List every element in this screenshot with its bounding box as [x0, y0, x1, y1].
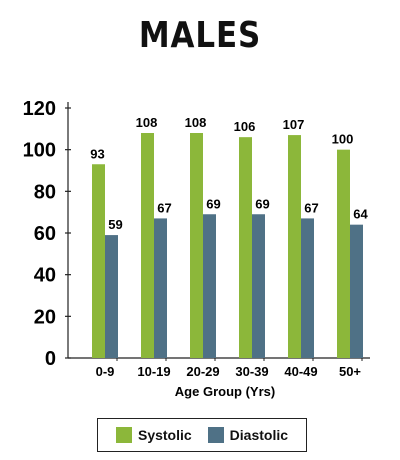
x-tick-label: 20-29	[186, 364, 219, 379]
x-tick-label: 40-49	[284, 364, 317, 379]
data-label-systolic: 100	[332, 132, 354, 147]
y-tick-label: 60	[34, 223, 56, 245]
chart-title: MALES	[138, 15, 262, 56]
data-label-systolic: 108	[136, 115, 158, 130]
data-label-systolic: 107	[283, 117, 305, 132]
data-label-diastolic: 64	[353, 207, 368, 222]
x-tick-label: 50+	[339, 364, 361, 379]
data-label-diastolic: 59	[108, 217, 122, 232]
y-tick-label: 120	[23, 98, 56, 120]
bar-diastolic	[350, 224, 363, 358]
y-tick-label: 40	[34, 265, 56, 287]
bar-diastolic	[203, 214, 216, 358]
x-tick-label: 30-39	[235, 364, 268, 379]
x-axis-title: Age Group (Yrs)	[175, 384, 275, 399]
bar-systolic	[92, 164, 105, 358]
data-label-systolic: 108	[185, 115, 207, 130]
legend-label-diastolic: Diastolic	[229, 427, 289, 443]
x-axis: 0-9 10-19 20-29 30-39 40-49 50+ Age Group (Yrs…	[68, 355, 370, 399]
data-label-diastolic: 69	[255, 196, 269, 211]
data-label-diastolic: 67	[304, 200, 318, 215]
y-tick-label: 100	[23, 140, 56, 162]
bar-diastolic	[252, 214, 265, 358]
legend-item-systolic: Systolic	[115, 427, 192, 443]
y-tick-label: 0	[45, 348, 56, 370]
data-label-diastolic: 69	[206, 196, 220, 211]
bars	[92, 133, 363, 358]
x-tick-label: 10-19	[137, 364, 170, 379]
data-label-diastolic: 67	[157, 200, 171, 215]
bar-diastolic	[154, 218, 167, 358]
legend: Systolic Diastolic	[97, 418, 307, 452]
bar-systolic	[239, 137, 252, 358]
y-tick-label: 80	[34, 181, 56, 203]
legend-swatch-diastolic	[207, 427, 224, 443]
x-tick-label: 0-9	[96, 364, 115, 379]
data-label-systolic: 93	[90, 146, 104, 161]
legend-label-systolic: Systolic	[137, 427, 192, 443]
bar-diastolic	[301, 218, 314, 358]
data-labels: 93 108 108 106 107 100 59 67 69 69 67 64	[90, 115, 368, 232]
legend-swatch-systolic	[115, 427, 132, 443]
bar-systolic	[141, 133, 154, 358]
bar-diastolic	[105, 235, 118, 358]
bar-systolic	[288, 135, 301, 358]
bar-systolic	[190, 133, 203, 358]
data-label-systolic: 106	[234, 119, 256, 134]
y-tick-label: 20	[34, 306, 56, 328]
legend-item-diastolic: Diastolic	[207, 427, 289, 443]
bar-systolic	[337, 149, 350, 358]
y-axis: 0 20 40 60 80 100 120	[23, 98, 71, 370]
